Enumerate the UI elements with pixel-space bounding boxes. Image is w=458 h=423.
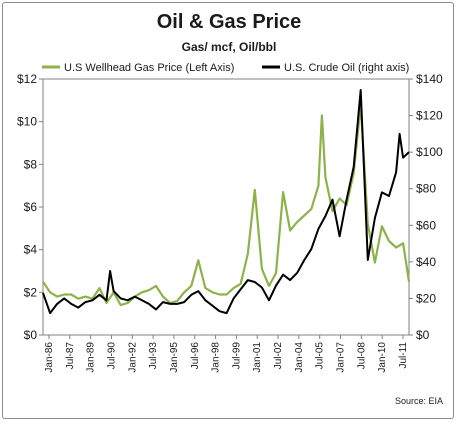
x-tick-label: Jan-92 (127, 342, 138, 373)
x-tick-label: Jan-89 (86, 342, 97, 373)
x-tick-label: Jan-04 (294, 342, 305, 373)
source-note: Source: EIA (395, 396, 443, 406)
x-tick-label: Jul-08 (356, 342, 367, 370)
x-tick-label: Jul-02 (273, 342, 284, 370)
left-tick-label: $2 (24, 285, 38, 299)
x-tick-label: Jul-11 (398, 342, 409, 369)
legend-label-gas: U.S Wellhead Gas Price (Left Axis) (64, 62, 234, 74)
right-tick-label: $40 (416, 255, 436, 269)
chart-subtitle: Gas/ mcf, Oil/bbl (182, 40, 277, 54)
right-tick-label: $100 (416, 145, 443, 159)
x-tick-label: Jul-99 (231, 342, 242, 370)
right-tick-label: $140 (416, 72, 443, 86)
right-tick-label: $120 (416, 109, 443, 123)
x-tick-label: Jan-95 (169, 342, 180, 373)
x-tick-label: Jan-98 (211, 342, 222, 373)
x-tick-label: Jul-90 (106, 342, 117, 370)
right-axis: $0 $20 $40 $60 $80 $100 $120 $140 (409, 72, 443, 342)
series-line-oil (42, 89, 410, 315)
legend-label-oil: U.S. Crude Oil (right axis) (284, 62, 409, 74)
right-tick-label: $20 (416, 291, 436, 305)
x-tick-label: Jan-07 (336, 342, 347, 373)
x-tick-label: Jan-01 (252, 342, 263, 373)
x-tick-label: Jul-96 (190, 342, 201, 370)
x-tick-label: Jan-86 (44, 342, 55, 373)
left-tick-label: $4 (24, 243, 38, 257)
left-tick-label: $8 (24, 157, 38, 171)
left-tick-label: $0 (24, 328, 38, 342)
legend: U.S Wellhead Gas Price (Left Axis) U.S. … (42, 62, 409, 74)
x-axis: Jan-86 Jul-87 Jan-89 Jul-90 Jan-92 Jul-93 Jan-… (44, 335, 409, 373)
left-tick-label: $12 (17, 72, 37, 86)
x-tick-label: Jan-10 (377, 342, 388, 373)
left-tick-label: $6 (24, 200, 38, 214)
series-line-gas (42, 103, 411, 307)
right-tick-label: $80 (416, 182, 436, 196)
x-tick-label: Jul-05 (315, 342, 326, 370)
right-tick-label: $60 (416, 218, 436, 232)
right-tick-label: $0 (416, 328, 430, 342)
chart-frame (2, 2, 454, 419)
x-tick-label: Jul-87 (65, 342, 76, 370)
x-tick-label: Jul-93 (148, 342, 159, 370)
series-layer (42, 89, 411, 315)
left-tick-label: $10 (17, 115, 37, 129)
left-axis: $0 $2 $4 $6 $8 $10 $12 (17, 72, 43, 342)
chart-title: Oil & Gas Price (157, 11, 302, 33)
